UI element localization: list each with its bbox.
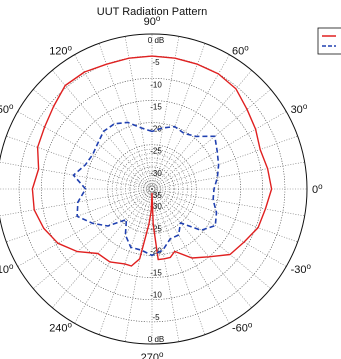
radial-tick-labels: 0 dB0 dB-5-5-10-10-15-15-20-20-25-25-30-… <box>148 36 164 344</box>
grid-spoke <box>98 188 153 335</box>
radial-tick-label: -25 <box>150 147 162 156</box>
angle-tick-label: 90o <box>144 14 161 28</box>
angle-tick-label: -30o <box>291 262 312 276</box>
legend <box>317 27 341 55</box>
grid-ring <box>147 184 157 194</box>
series-2-line <box>72 121 220 257</box>
radial-tick-label: -35 <box>150 191 162 200</box>
grid-spoke <box>6 188 153 243</box>
angle-tick-label: 30o <box>291 102 308 116</box>
radial-tick-label: -30 <box>150 169 162 178</box>
outer-ring <box>0 33 308 345</box>
angle-tick-label: 270o <box>141 350 164 359</box>
angle-tick-label: 240o <box>49 321 72 335</box>
grid-ring <box>133 170 171 208</box>
grid-spoke <box>151 188 298 243</box>
grid-ring <box>120 157 184 221</box>
radial-tick-label: -30 <box>150 202 162 211</box>
grid-spoke <box>151 70 252 190</box>
grid-ring <box>116 153 188 225</box>
grid-spoke <box>33 89 153 190</box>
grid-ring <box>40 77 264 301</box>
radial-tick-label: -25 <box>150 224 162 233</box>
radial-tick-label: -5 <box>152 313 160 322</box>
angle-tick-label: 0o <box>312 182 323 196</box>
chart-title: UUT Radiation Pattern <box>97 6 207 18</box>
radial-tick-label: -15 <box>150 269 162 278</box>
radial-tick-label: -15 <box>150 102 162 111</box>
grid-spoke <box>33 188 153 289</box>
radial-tick-label: -20 <box>150 125 162 134</box>
grid-spoke <box>151 89 271 190</box>
grid-spoke <box>98 43 153 190</box>
radial-tick-label: -10 <box>150 291 162 300</box>
polar-grid <box>0 33 308 345</box>
radial-tick-label: -10 <box>150 80 162 89</box>
angle-tick-label: 210o <box>0 262 14 276</box>
grid-spoke <box>151 135 298 190</box>
angle-tick-label: -60o <box>232 321 253 335</box>
legend-box <box>317 27 341 55</box>
radial-tick-label: 0 dB <box>148 36 164 45</box>
radial-tick-label: -5 <box>152 58 160 67</box>
angle-tick-labels: 0o30o60o90o120o150o180210o240o270o-60o-3… <box>0 14 323 359</box>
grid-spoke <box>151 43 206 190</box>
series-layer <box>31 55 273 267</box>
grid-spoke <box>52 70 153 190</box>
angle-tick-label: 150o <box>0 102 14 116</box>
angle-tick-label: 60o <box>232 43 249 57</box>
radial-tick-label: 0 dB <box>148 335 164 344</box>
series-1-line <box>31 55 273 267</box>
angle-tick-label: 120o <box>49 43 72 57</box>
